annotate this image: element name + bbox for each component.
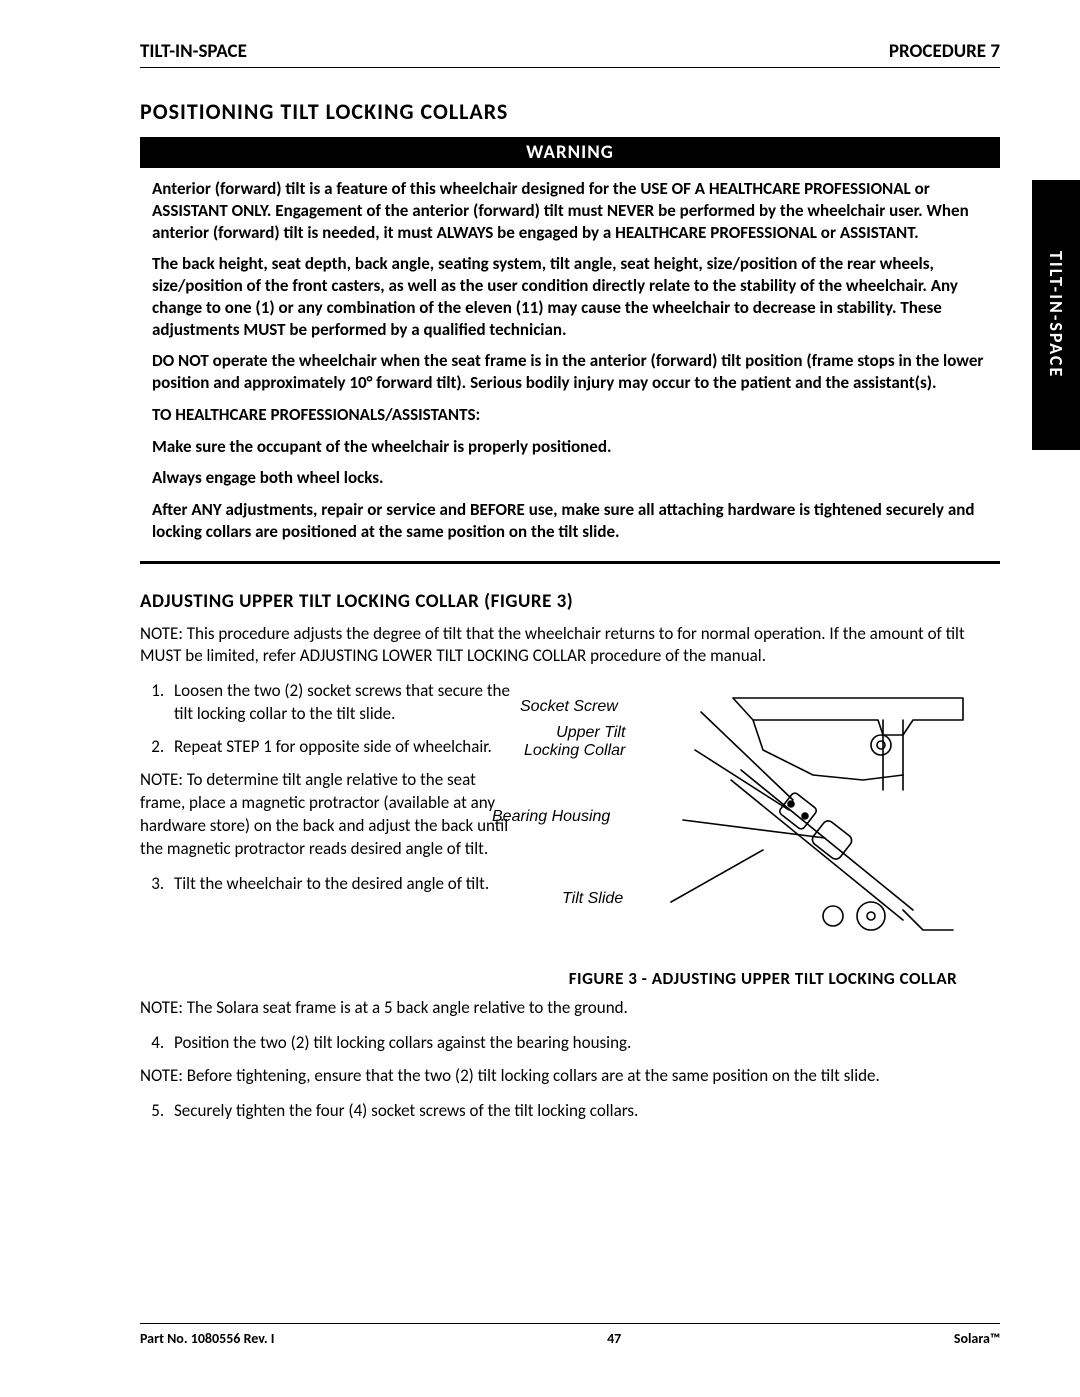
steps-list-a: Loosen the two (2) socket screws that se… [140, 680, 510, 759]
two-column-row: Loosen the two (2) socket screws that se… [140, 680, 1000, 989]
step-item: Securely tighten the four (4) socket scr… [168, 1100, 1000, 1123]
warning-paragraph: TO HEALTHCARE PROFESSIONALS/ASSISTANTS: [152, 404, 988, 426]
subheading: ADJUSTING UPPER TILT LOCKING COLLAR (FIG… [140, 590, 1000, 613]
header-right: PROCEDURE 7 [889, 40, 1000, 63]
warning-banner: WARNING [140, 137, 1000, 168]
figure-label-socket-screw: Socket Screw [520, 698, 618, 716]
note-text: NOTE: The Solara seat frame is at a 5 ba… [140, 997, 1000, 1020]
step-item: Loosen the two (2) socket screws that se… [168, 680, 510, 726]
note-text: NOTE: Before tightening, ensure that the… [140, 1065, 1000, 1088]
footer-center: 47 [607, 1330, 621, 1347]
steps-list-c: Position the two (2) tilt locking collar… [140, 1032, 1000, 1055]
note-text: NOTE: This procedure adjusts the degree … [140, 623, 1000, 669]
step-item: Position the two (2) tilt locking collar… [168, 1032, 1000, 1055]
warning-paragraph: After ANY adjustments, repair or service… [152, 499, 988, 543]
side-tab: TILT-IN-SPACE [1032, 180, 1080, 450]
page-footer: Part No. 1080556 Rev. I 47 Solara™ [140, 1323, 1000, 1347]
warning-paragraph: The back height, seat depth, back angle,… [152, 253, 988, 340]
warning-paragraph: Anterior (forward) tilt is a feature of … [152, 178, 988, 243]
figure-label-upper-collar-line2: Locking Collar [524, 742, 625, 759]
warning-text-block: Anterior (forward) tilt is a feature of … [140, 178, 1000, 564]
figure-label-bearing-housing: Bearing Housing [492, 808, 610, 826]
steps-list-b: Tilt the wheelchair to the desired angle… [140, 873, 510, 896]
figure-label-upper-collar-line1: Upper Tilt [556, 724, 625, 741]
warning-paragraph: Always engage both wheel locks. [152, 467, 988, 489]
header-left: TILT-IN-SPACE [140, 40, 247, 63]
page-header: TILT-IN-SPACE PROCEDURE 7 [140, 40, 1000, 68]
right-column: Socket Screw Upper Tilt Locking Collar B… [526, 680, 1000, 989]
step-item: Repeat STEP 1 for opposite side of wheel… [168, 736, 510, 759]
main-title: POSITIONING TILT LOCKING COLLARS [140, 98, 1000, 125]
warning-paragraph: Make sure the occupant of the wheelchair… [152, 436, 988, 458]
figure-label-tilt-slide: Tilt Slide [562, 890, 623, 908]
left-column: Loosen the two (2) socket screws that se… [140, 680, 510, 989]
figure-diagram: Socket Screw Upper Tilt Locking Collar B… [526, 680, 1000, 960]
footer-right: Solara™ [954, 1330, 1000, 1347]
warning-paragraph: DO NOT operate the wheelchair when the s… [152, 350, 988, 394]
note-text: NOTE: To determine tilt angle relative t… [140, 769, 510, 861]
step-item: Tilt the wheelchair to the desired angle… [168, 873, 510, 896]
footer-left: Part No. 1080556 Rev. I [140, 1330, 275, 1347]
figure-caption: FIGURE 3 - ADJUSTING UPPER TILT LOCKING … [526, 968, 1000, 989]
steps-list-d: Securely tighten the four (4) socket scr… [140, 1100, 1000, 1123]
